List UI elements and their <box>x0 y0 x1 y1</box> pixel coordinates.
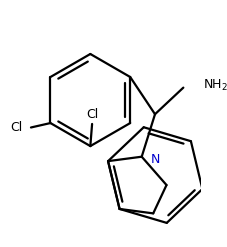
Text: Cl: Cl <box>11 121 23 134</box>
Text: Cl: Cl <box>86 108 98 121</box>
Text: NH$_2$: NH$_2$ <box>203 78 227 93</box>
Text: N: N <box>151 153 160 166</box>
